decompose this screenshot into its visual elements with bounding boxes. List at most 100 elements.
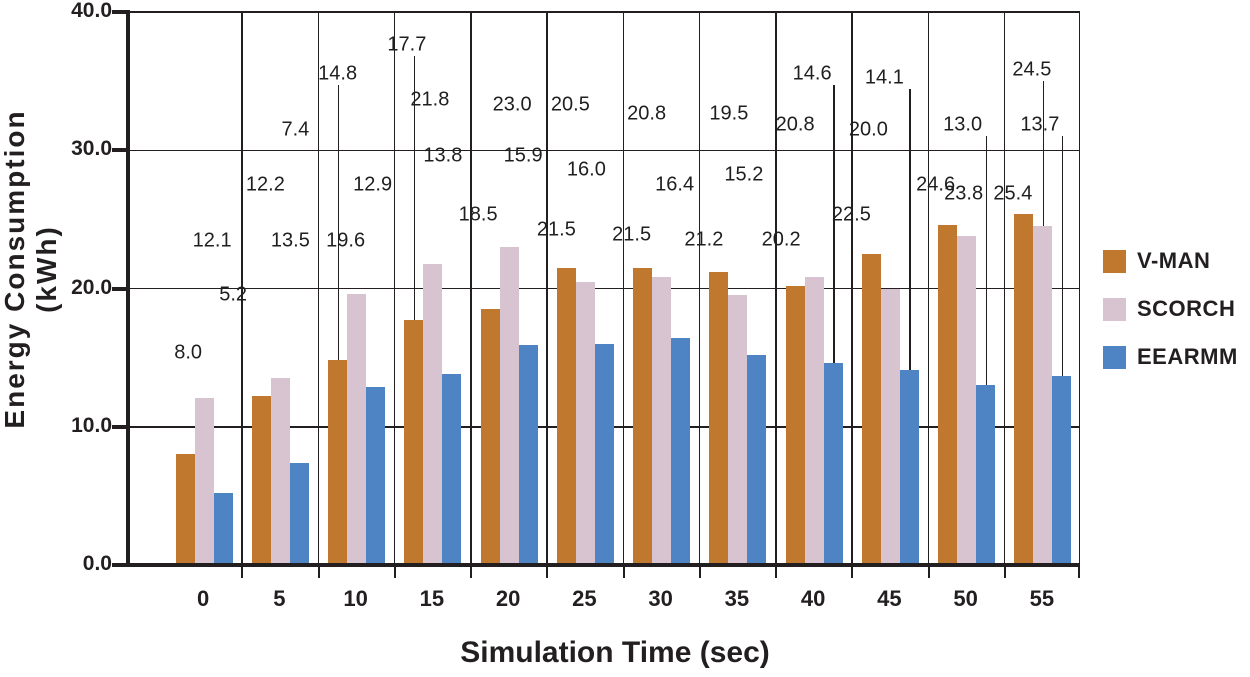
data-label-eearmm-5: 7.4: [281, 118, 310, 140]
data-label-scorch-45: 20.0: [848, 118, 888, 140]
data-label-scorch-50: 23.8: [944, 182, 984, 205]
x-tick-12: [1078, 567, 1080, 578]
x-tick-label-5: 5: [273, 586, 286, 611]
bar-scorch-10: [347, 294, 367, 565]
data-label-eearmm-40: 14.6: [792, 62, 832, 85]
gridline-y-30.0: [128, 149, 1080, 151]
bar-v-man-55: [1014, 213, 1034, 565]
x-tick-4: [470, 567, 472, 578]
x-tick-9: [851, 567, 854, 578]
bar-scorch-15: [423, 263, 443, 565]
gridline-x-3: [393, 12, 396, 565]
data-label-scorch-35: 19.5: [709, 102, 749, 125]
data-label-v-man-45: 22.5: [831, 203, 871, 226]
y-tick-10.0: [112, 424, 128, 429]
bar-v-man-50: [938, 224, 958, 565]
x-tick-label-55: 55: [1029, 586, 1055, 611]
data-label-eearmm-35: 15.2: [724, 163, 764, 186]
y-tick-label-0.0: 0.0: [82, 552, 112, 575]
x-tick-label-20: 20: [495, 586, 521, 611]
y-tick-0.0: [112, 563, 128, 567]
x-tick-3: [393, 567, 396, 578]
data-label-v-man-35: 21.2: [684, 228, 724, 251]
legend-swatch-scorch: [1103, 297, 1126, 321]
legend-label-scorch: SCORCH: [1137, 296, 1236, 321]
x-tick-label-15: 15: [419, 586, 445, 611]
bar-v-man-0: [175, 454, 195, 565]
data-label-v-man-25: 21.5: [536, 218, 576, 241]
bar-eearmm-0: [213, 493, 233, 565]
legend-label-eearmm: EEARMM: [1137, 344, 1238, 369]
leader-line-eearmm-50: [985, 136, 988, 386]
gridline-x-10: [927, 12, 929, 565]
data-label-eearmm-50: 13.0: [943, 113, 983, 136]
data-label-scorch-15: 21.8: [410, 88, 450, 111]
gridline-x-11: [1003, 12, 1006, 565]
bar-v-man-35: [709, 271, 729, 565]
bar-scorch-50: [957, 235, 977, 565]
bar-eearmm-35: [747, 354, 767, 565]
y-tick-label-30.0: 30.0: [71, 137, 112, 161]
x-tick-label-10: 10: [343, 586, 368, 611]
gridline-x-4: [470, 12, 472, 565]
legend-item-scorch: SCORCH: [1103, 296, 1238, 322]
gridline-x-2: [317, 12, 319, 565]
y-tick-40.0: [112, 10, 128, 14]
bar-scorch-30: [652, 277, 672, 565]
bar-v-man-45: [861, 253, 881, 565]
x-tick-label-0: 0: [197, 586, 210, 611]
x-tick-label-30: 30: [648, 586, 673, 611]
data-label-v-man-50: 24.6: [916, 173, 956, 196]
bar-scorch-0: [194, 397, 214, 565]
gridline-y-20.0: [128, 287, 1080, 290]
bar-v-man-5: [251, 396, 271, 565]
data-label-scorch-25: 20.5: [550, 93, 590, 116]
bar-scorch-45: [880, 288, 900, 565]
bar-eearmm-5: [289, 462, 309, 565]
bar-eearmm-30: [671, 338, 691, 565]
x-tick-label-25: 25: [572, 586, 597, 611]
x-tick-1: [241, 567, 244, 578]
data-label-scorch-55: 24.5: [1012, 58, 1052, 81]
x-tick-label-50: 50: [953, 586, 978, 611]
bar-eearmm-40: [823, 363, 843, 565]
leader-line-v-man-10: [337, 85, 340, 361]
x-tick-10: [927, 567, 930, 578]
data-label-eearmm-0: 5.2: [219, 283, 248, 306]
legend-item-v-man: V-MAN: [1103, 248, 1238, 274]
x-tick-6: [622, 567, 625, 578]
bar-v-man-30: [633, 267, 653, 565]
data-label-scorch-40: 20.8: [775, 113, 815, 136]
y-tick-label-40.0: 40.0: [71, 0, 112, 22]
leader-line-eearmm-40: [833, 85, 835, 364]
gridline-x-12: [1078, 12, 1080, 565]
y-tick-label-10.0: 10.0: [71, 413, 112, 437]
bar-scorch-5: [270, 378, 290, 565]
x-tick-7: [698, 567, 701, 578]
data-label-eearmm-30: 16.4: [655, 173, 695, 196]
legend-swatch-v-man: [1103, 249, 1126, 273]
x-tick-2: [317, 567, 320, 578]
gridline-x-6: [622, 12, 624, 565]
y-tick-30.0: [112, 148, 128, 153]
x-tick-label-45: 45: [877, 586, 902, 611]
gridline-y-40.0: [128, 11, 1080, 13]
data-label-eearmm-25: 16.0: [566, 158, 606, 181]
x-tick-label-40: 40: [800, 586, 826, 611]
gridline-x-5: [546, 12, 548, 565]
data-label-scorch-30: 20.8: [627, 102, 667, 125]
data-label-scorch-20: 23.0: [492, 93, 532, 116]
data-label-v-man-5: 12.2: [245, 173, 285, 196]
plot-area: 8.0 12.1 5.2 12.2 13.5 7.4 14.8 19.6 12.9 17.7 21.…: [128, 11, 1080, 565]
x-tick-5: [546, 567, 549, 578]
gridline-x-9: [851, 12, 853, 565]
legend-swatch-eearmm: [1103, 345, 1126, 369]
leader-line-eearmm-55: [1061, 136, 1064, 376]
bar-scorch-55: [1033, 226, 1053, 565]
data-label-v-man-30: 21.5: [612, 223, 652, 246]
gridline-x-8: [775, 12, 777, 565]
y-axis-title-line1: Energy Consumption: [0, 109, 30, 429]
data-label-scorch-0: 12.1: [192, 229, 232, 252]
data-label-v-man-10: 14.8: [318, 62, 358, 85]
